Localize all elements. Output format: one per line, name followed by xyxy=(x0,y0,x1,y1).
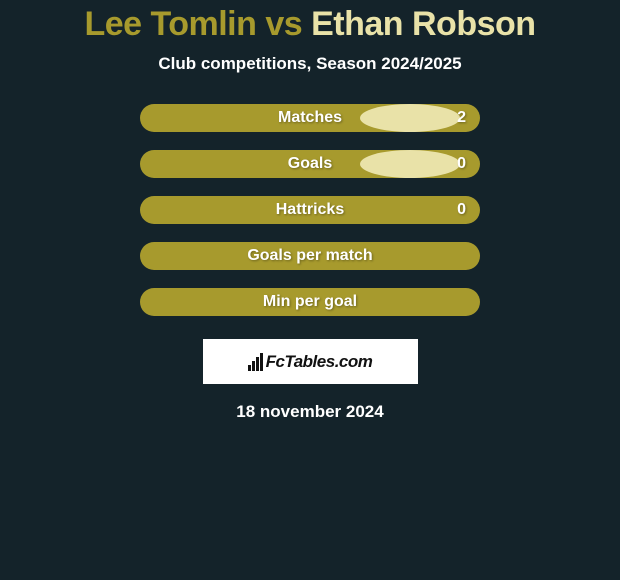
title-player2: Ethan Robson xyxy=(311,5,535,43)
container: Lee Tomlin vs Ethan Robson Club competit… xyxy=(0,0,620,580)
watermark-inner: FcTables.com xyxy=(248,352,373,372)
stat-value: 2 xyxy=(457,109,466,127)
watermark-box: FcTables.com xyxy=(203,339,418,384)
watermark-bars-icon xyxy=(248,353,263,371)
right-ellipse xyxy=(360,104,460,132)
stat-row: Goals 0 xyxy=(140,150,480,178)
stat-row: Hattricks 0 xyxy=(140,196,480,224)
title-vs: vs xyxy=(256,5,311,43)
title-player1: Lee Tomlin xyxy=(84,5,256,43)
stat-value: 0 xyxy=(457,201,466,219)
stat-label: Goals per match xyxy=(247,247,372,265)
right-ellipse xyxy=(360,150,460,178)
stat-rows: Matches 2 Goals 0 Hattricks 0 Goals per match M… xyxy=(140,104,480,334)
watermark-text: FcTables.com xyxy=(266,352,373,372)
stat-label: Matches xyxy=(278,109,342,127)
stat-label: Goals xyxy=(288,155,332,173)
stat-label: Hattricks xyxy=(276,201,344,219)
stat-row: Matches 2 xyxy=(140,104,480,132)
stat-row: Goals per match xyxy=(140,242,480,270)
stat-label: Min per goal xyxy=(263,293,357,311)
stat-value: 0 xyxy=(457,155,466,173)
stat-bar: Goals per match xyxy=(140,242,480,270)
stat-row: Min per goal xyxy=(140,288,480,316)
stat-bar: Hattricks 0 xyxy=(140,196,480,224)
subtitle: Club competitions, Season 2024/2025 xyxy=(158,54,461,74)
date-label: 18 november 2024 xyxy=(236,402,383,422)
stat-bar: Min per goal xyxy=(140,288,480,316)
page-title: Lee Tomlin vs Ethan Robson xyxy=(84,5,535,44)
